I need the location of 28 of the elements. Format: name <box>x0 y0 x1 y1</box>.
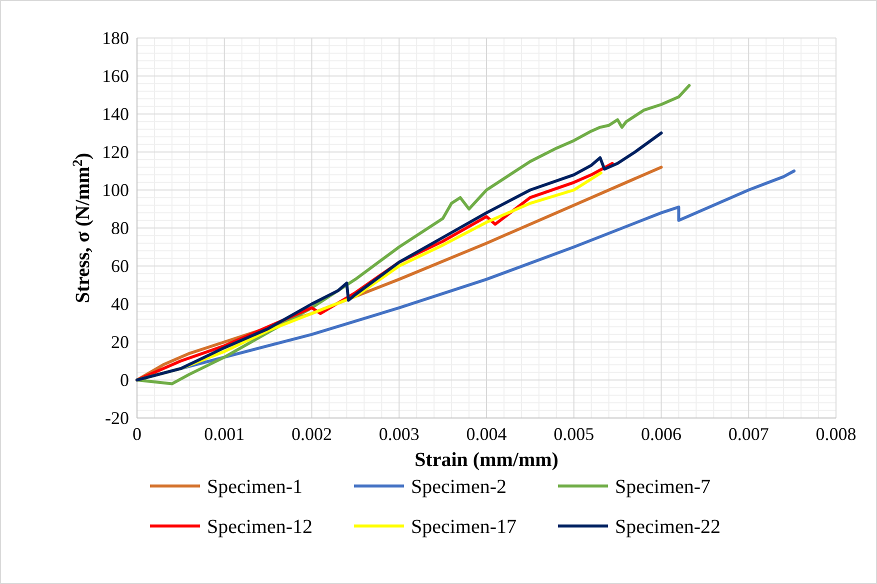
y-tick-label: 180 <box>102 28 129 48</box>
y-tick-label: 60 <box>111 256 129 276</box>
x-axis-title: Strain (mm/mm) <box>414 449 558 471</box>
x-tick-label: 0.002 <box>292 424 332 444</box>
legend-label: Specimen-17 <box>411 516 517 538</box>
x-tick-label: 0.006 <box>641 424 682 444</box>
x-tick-label: 0.007 <box>728 424 769 444</box>
x-tick-label: 0.001 <box>204 424 245 444</box>
y-tick-label: -20 <box>105 408 129 428</box>
legend-label: Specimen-12 <box>207 516 313 538</box>
y-tick-label: 100 <box>102 180 129 200</box>
legend-label: Specimen-2 <box>411 476 507 498</box>
x-tick-label: 0.004 <box>466 424 507 444</box>
x-tick-label: 0.008 <box>816 424 856 444</box>
legend-label: Specimen-1 <box>207 476 303 498</box>
legend-label: Specimen-22 <box>615 516 721 538</box>
legend-label: Specimen-7 <box>615 476 711 498</box>
y-tick-label: 20 <box>111 332 129 352</box>
y-tick-label: 160 <box>102 66 129 86</box>
y-tick-label: 140 <box>102 104 129 124</box>
y-tick-label: 40 <box>111 294 129 314</box>
y-tick-label: 120 <box>102 142 129 162</box>
line-series <box>136 84 691 386</box>
y-tick-label: 80 <box>111 218 129 238</box>
x-tick-label: 0.003 <box>378 424 420 444</box>
x-tick-label: 0.005 <box>554 424 594 444</box>
x-tick-label: 0 <box>132 424 142 444</box>
y-tick-label: 0 <box>120 370 129 390</box>
